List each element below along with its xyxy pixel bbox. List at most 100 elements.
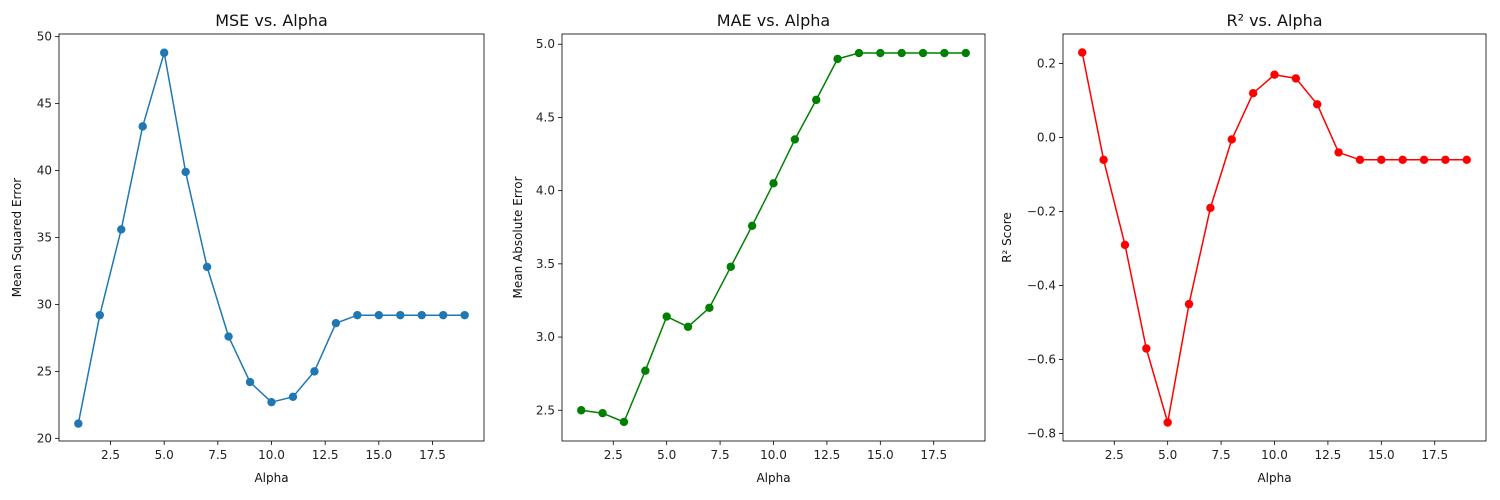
chart-panel-3: 2.5 5.0 7.5 10.0 12.5 15.0 17.5 −0.8 −0.6 −0.4 −0.… [1000,11,1487,485]
data-point [331,318,341,328]
data-point [1419,155,1429,164]
y-tick-label: 4.0 [536,184,555,198]
series-line [77,51,465,424]
data-point [876,48,885,58]
data-point [353,310,362,320]
y-tick-label: −0.6 [1027,353,1056,367]
x-tick-label: 10.0 [760,448,787,462]
y-tick-label: 25 [37,364,52,378]
data-point [1227,135,1236,144]
data-point [769,179,778,188]
x-tick-label: 10.0 [258,448,285,462]
y-tick-label: 0.2 [1037,57,1056,71]
data-point [1377,155,1386,164]
data-point [1184,299,1194,309]
data-point [1248,89,1258,98]
data-point [1206,203,1215,213]
y-tick-label: 45 [37,97,52,111]
data-point [1398,155,1407,164]
data-point [897,48,906,58]
data-point [310,367,319,376]
data-point [747,221,757,230]
data-point [1078,48,1087,57]
data-point [460,310,469,320]
data-point [940,48,949,58]
y-tick-label: 4.5 [536,110,555,124]
x-tick-label: 12.5 [814,448,841,462]
x-axis-label: Alpha [1257,471,1291,485]
data-point [619,417,629,427]
y-axis-label: R² Score [1000,212,1014,263]
data-point [95,310,104,320]
series-line [581,52,966,423]
data-point [598,408,607,418]
y-tick-label: 5.0 [536,37,555,51]
data-point [417,310,426,320]
data-point [577,406,586,415]
data-point [812,95,821,105]
y-tick-label: 50 [37,30,52,44]
data-point [1355,155,1365,164]
y-axis-label: Mean Squared Error [10,178,24,298]
data-point [267,397,276,407]
y-axis-label: Mean Absolute Error [511,176,525,298]
series-line [1081,52,1467,424]
y-tick-label: 0.0 [1037,131,1056,145]
x-tick-label: 15.0 [867,448,894,462]
y-tick-label: −0.4 [1027,279,1056,293]
chart-title: MAE vs. Alpha [717,11,830,30]
x-axis-label: Alpha [254,471,288,485]
data-point [705,303,714,312]
data-point [1334,148,1343,157]
data-point [1441,155,1450,164]
x-tick-label: 15.0 [365,448,392,462]
data-point [117,225,126,234]
data-point [790,135,800,144]
data-point [1099,155,1108,164]
x-axis-label: Alpha [756,471,790,485]
data-point [138,122,147,131]
plot-frame [58,33,485,442]
x-tick-label: 5.0 [657,448,676,462]
data-point [1291,74,1301,83]
data-point [374,310,384,320]
y-tick-label: 2.5 [536,403,555,417]
data-point [74,419,83,428]
y-tick-label: 30 [37,297,52,311]
data-point [245,377,255,387]
x-tick-label: 5.0 [155,448,174,462]
plot-frame [1062,33,1487,442]
x-tick-label: 5.0 [1158,448,1177,462]
data-point [726,262,735,271]
x-tick-label: 12.5 [312,448,339,462]
x-tick-label: 17.5 [419,448,446,462]
x-tick-label: 10.0 [1261,448,1288,462]
data-point [439,310,448,320]
data-point [224,332,233,341]
x-tick-label: 2.5 [604,448,623,462]
y-tick-label: 40 [37,164,52,178]
data-point [1270,70,1279,79]
data-point [288,392,298,402]
data-point [396,310,405,320]
chart-panel-2: 2.5 5.0 7.5 10.0 12.5 15.0 17.5 2.5 3.0 3.5 4.0 4.5… [511,11,986,485]
data-point [1120,240,1130,250]
data-point [1142,344,1151,353]
y-tick-label: −0.8 [1027,427,1056,441]
y-tick-label: −0.2 [1027,205,1056,219]
x-tick-label: 7.5 [711,448,730,462]
y-tick-label: 3.5 [536,257,555,271]
data-point [181,167,190,177]
data-point [641,366,650,375]
data-point [1462,155,1471,164]
data-point [1163,418,1172,427]
x-tick-label: 2.5 [1105,448,1124,462]
x-tick-label: 17.5 [1421,448,1448,462]
x-tick-label: 15.0 [1368,448,1395,462]
data-point [202,262,212,272]
y-tick-label: 20 [37,431,52,445]
plot-frame [561,33,986,442]
chart-title: MSE vs. Alpha [215,11,328,30]
x-tick-label: 12.5 [1315,448,1342,462]
chart-panel-1: 2.5 5.0 7.5 10.0 12.5 15.0 17.5 20 25 30 35 40 45 50 M… [10,11,485,485]
